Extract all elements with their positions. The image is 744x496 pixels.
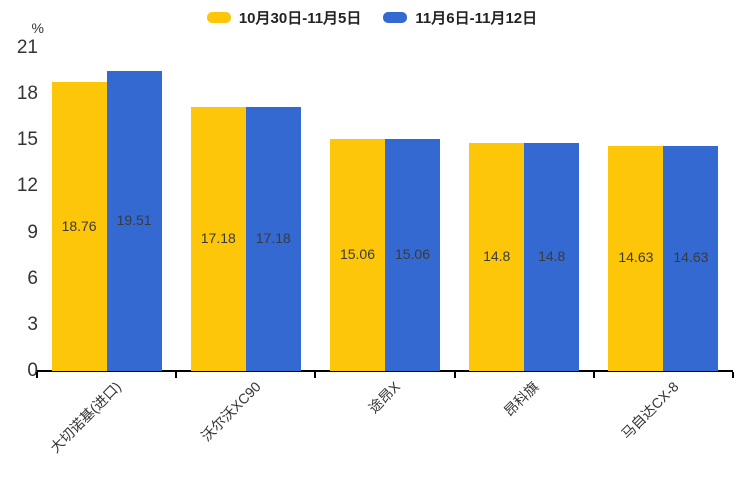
bar-value-label: 17.18: [200, 229, 236, 246]
legend: 10月30日-11月5日 11月6日-11月12日: [0, 7, 744, 28]
y-axis-tick-label: 21: [16, 37, 38, 58]
bar-value-label: 17.18: [255, 229, 291, 246]
y-axis-tick-label: 18: [16, 83, 38, 105]
bar-value-label: 18.76: [61, 217, 97, 234]
y-axis-tick-label: 12: [16, 175, 38, 197]
legend-item-week2[interactable]: 11月6日-11月12日: [383, 7, 537, 28]
y-axis-tick-label: 0: [27, 360, 38, 381]
bar-value-label: 14.8: [538, 248, 566, 265]
bar-value-label: 14.63: [673, 249, 709, 266]
bar-week1-3[interactable]: [469, 143, 525, 371]
bar-value-label: 15.06: [339, 246, 376, 263]
bar-value-label: 14.8: [483, 248, 511, 265]
legend-item-week1[interactable]: 10月30日-11月5日: [206, 7, 362, 28]
x-axis-category-label: 沃尔沃XC90: [197, 378, 264, 445]
bar-value-label: 15.06: [394, 246, 431, 263]
x-axis-category-label: 大切诺基(进口): [47, 378, 125, 456]
x-axis-tick-mark: [592, 372, 595, 378]
bar-week1-1[interactable]: [190, 106, 246, 371]
bar-week2-0[interactable]: [106, 70, 162, 371]
x-axis-tick-mark: [175, 372, 178, 378]
bar-week1-2[interactable]: [330, 139, 385, 371]
y-axis-unit-label: %: [31, 20, 44, 36]
x-axis-tick-mark: [732, 372, 734, 378]
legend-label-week1: 10月30日-11月5日: [238, 10, 362, 27]
bar-week2-2[interactable]: [385, 139, 440, 371]
y-axis-tick-label: 15: [16, 129, 38, 151]
x-axis-tick-mark: [453, 372, 456, 378]
bar-value-label: 19.51: [116, 211, 152, 228]
y-axis-tick-label: 6: [27, 267, 38, 289]
bar-week1-4[interactable]: [608, 145, 664, 371]
x-axis-tick-mark: [314, 372, 317, 378]
legend-swatch-week2-icon: [383, 12, 408, 23]
bar-week1-0[interactable]: [51, 82, 107, 371]
x-axis-category-label: 途昂X: [365, 378, 403, 417]
legend-label-week2: 11月6日-11月12日: [415, 10, 538, 27]
x-axis-tick-mark: [36, 372, 38, 378]
x-axis-category-label: 昂科旗: [500, 378, 542, 420]
y-axis-tick-label: 3: [27, 313, 38, 335]
legend-swatch-week1-icon: [206, 12, 231, 23]
x-axis-line: [37, 370, 733, 372]
y-axis-tick-label: 9: [27, 221, 38, 243]
bar-value-label: 14.63: [618, 249, 654, 266]
bar-week2-4[interactable]: [663, 145, 719, 371]
bar-week2-1[interactable]: [245, 106, 301, 371]
bar-week2-3[interactable]: [524, 143, 580, 371]
x-axis-category-label: 马自达CX-8: [617, 378, 682, 442]
